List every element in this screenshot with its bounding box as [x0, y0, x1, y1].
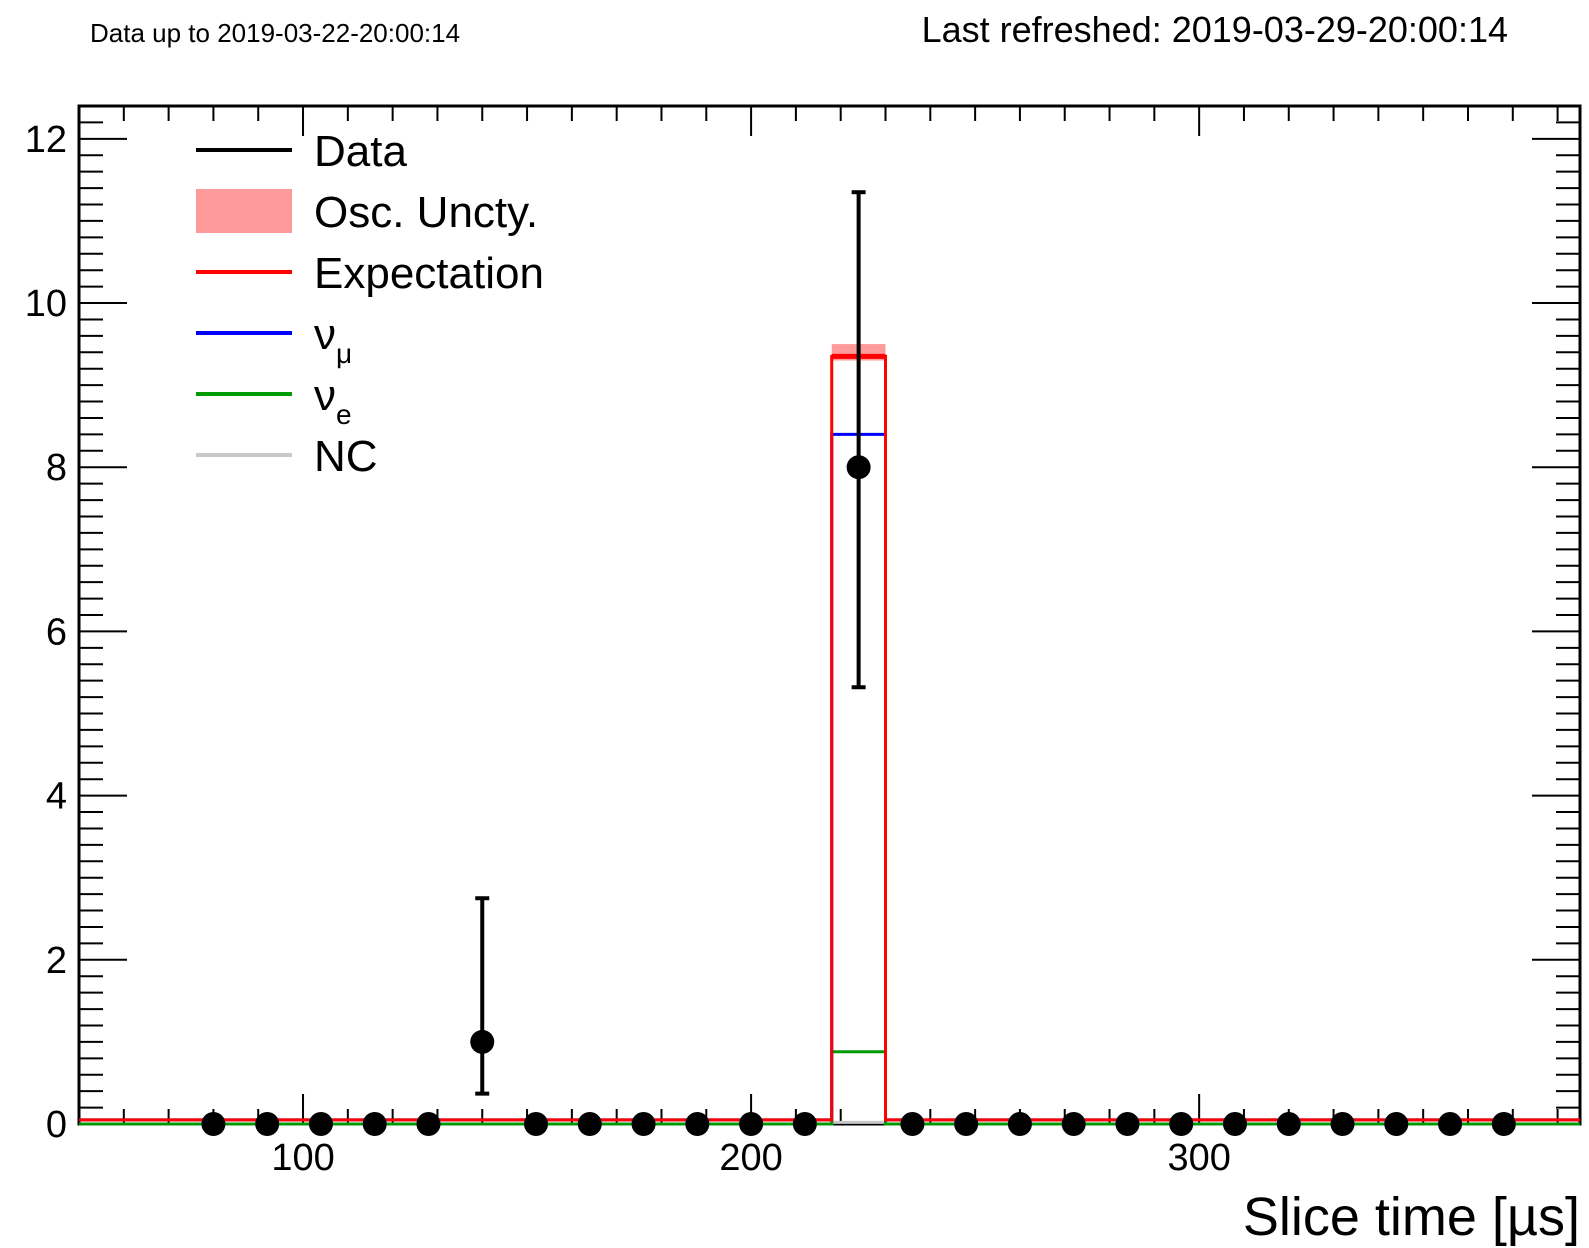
legend-label-subscript: e	[336, 399, 352, 430]
y-tick-label: 4	[46, 776, 67, 818]
legend-label: νe	[314, 371, 352, 430]
data-point	[685, 1112, 710, 1136]
data-point	[954, 1112, 979, 1136]
data-point	[1384, 1112, 1409, 1136]
data-point	[1007, 1112, 1032, 1136]
data-point	[416, 1112, 441, 1136]
data-point	[1115, 1112, 1140, 1136]
expectation-histogram	[79, 354, 1580, 1122]
x-tick-label: 100	[271, 1137, 334, 1179]
data-point	[631, 1112, 656, 1136]
numu-histogram	[79, 432, 1580, 1122]
nue-histogram	[79, 1050, 1580, 1126]
data-point	[201, 1112, 226, 1136]
legend-label: Data	[314, 127, 407, 176]
y-tick-label: 12	[25, 119, 67, 161]
legend-label: NC	[314, 432, 378, 481]
data-point	[1169, 1112, 1194, 1136]
y-tick-label: 8	[46, 447, 67, 489]
data-point	[577, 1112, 602, 1136]
data-point	[1061, 1112, 1086, 1136]
x-axis-title: Slice time [µs]	[1243, 1187, 1580, 1247]
y-tick-label: 10	[25, 283, 67, 325]
data-point	[255, 1112, 280, 1136]
y-tick-label: 0	[46, 1104, 67, 1146]
data-point	[362, 1112, 387, 1136]
legend-label: Osc. Uncty.	[314, 188, 538, 237]
data-point	[1222, 1112, 1247, 1136]
y-tick-label: 6	[46, 611, 67, 653]
data-point	[846, 455, 871, 480]
plot-frame	[77, 104, 1582, 1126]
legend-swatch	[196, 189, 292, 233]
data-up-to-label: Data up to 2019-03-22-20:00:14	[90, 18, 460, 48]
plot-area: 0 2 4 6 8 10 12 100 200 300	[25, 104, 1582, 1179]
data-point	[900, 1112, 925, 1136]
y-tick-label: 2	[46, 940, 67, 982]
data-point	[1330, 1112, 1355, 1136]
data-point	[1438, 1112, 1463, 1136]
data-point	[739, 1112, 764, 1136]
data-point	[308, 1112, 333, 1136]
data-point	[470, 1029, 495, 1054]
x-tick-label: 300	[1167, 1137, 1230, 1179]
legend-label: Expectation	[314, 249, 544, 298]
last-refreshed-label: Last refreshed: 2019-03-29-20:00:14	[922, 9, 1508, 50]
x-tick-label: 200	[719, 1137, 782, 1179]
data-point	[792, 1112, 817, 1136]
legend-label-subscript: μ	[336, 338, 352, 369]
data-point	[524, 1112, 549, 1136]
data-point	[1491, 1112, 1516, 1136]
data-point	[1276, 1112, 1301, 1136]
legend-label: νμ	[314, 310, 352, 369]
